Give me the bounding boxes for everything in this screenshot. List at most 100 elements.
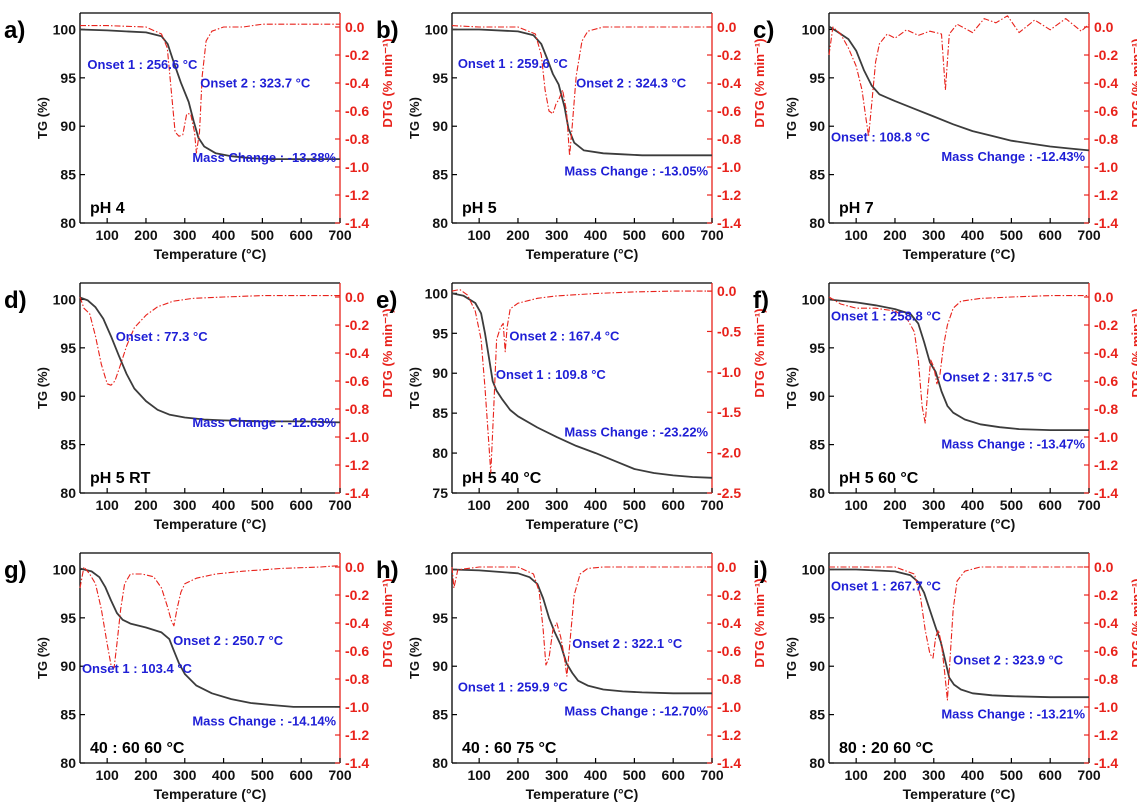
y2-tick-label: -0.4: [1094, 75, 1118, 91]
y2-axis-title: DTG (% min⁻¹): [752, 38, 767, 127]
panel-b: 100 200 300 400 500 600 700 80 85 90 95 100 0.0 -0.2 -…: [376, 12, 767, 262]
x-tick-label: 200: [134, 767, 158, 783]
y2-tick-label: -0.8: [345, 131, 369, 147]
annotation-label: Mass Change : -13.47%: [941, 436, 1085, 451]
annotation-label: Onset : 108.8 °C: [831, 130, 931, 145]
y2-tick-label: 0.0: [345, 19, 365, 35]
y-tick-label: 80: [432, 215, 448, 231]
y2-tick-label: -1.2: [1094, 727, 1118, 743]
y-tick-label: 95: [60, 70, 76, 86]
x-tick-label: 300: [922, 767, 946, 783]
y-tick-label: 80: [809, 485, 825, 501]
y2-tick-label: -1.2: [1094, 457, 1118, 473]
y-tick-label: 80: [809, 215, 825, 231]
y-tick-label: 80: [809, 755, 825, 771]
y2-tick-label: -1.0: [717, 159, 741, 175]
annotation-label: Mass Change : -14.14%: [192, 713, 336, 728]
y2-tick-label: 0.0: [717, 283, 737, 299]
y2-tick-label: -0.8: [345, 671, 369, 687]
x-tick-label: 700: [1077, 227, 1101, 243]
y-tick-label: 100: [802, 21, 826, 37]
annotation-label: Onset 1 : 256.6 °C: [87, 57, 198, 72]
annotation-label: Onset 2 : 322.1 °C: [572, 636, 683, 651]
panel-e: 100 200 300 400 500 600 700 75 80 85 90 95 100 0.0 -0.…: [376, 282, 767, 532]
y-tick-label: 90: [60, 658, 76, 674]
x-tick-label: 400: [584, 497, 608, 513]
panel-a: 100 200 300 400 500 600 700 80 85 90 95 100 0.0 -0.2 -…: [4, 12, 395, 262]
sample-label: pH 7: [839, 200, 874, 217]
x-tick-label: 500: [623, 767, 647, 783]
y2-tick-label: 0.0: [717, 559, 737, 575]
annotation-label: Mass Change : -12.63%: [192, 415, 336, 430]
x-tick-label: 500: [1000, 227, 1024, 243]
y-tick-label: 80: [60, 755, 76, 771]
annotation-label: Onset 2 : 317.5 °C: [942, 370, 1053, 385]
sample-label: 80 : 20 60 °C: [839, 740, 934, 757]
x-tick-label: 500: [251, 227, 275, 243]
x-tick-label: 400: [584, 227, 608, 243]
y2-tick-label: -0.4: [717, 615, 741, 631]
x-axis-title: Temperature (°C): [154, 246, 267, 262]
panel-h: 100 200 300 400 500 600 700 80 85 90 95 100 0.0 -0.2 -…: [376, 552, 767, 802]
annotation-label: Onset : 77.3 °C: [116, 329, 209, 344]
y-axis-title: TG (%): [784, 367, 799, 409]
y2-tick-label: -1.4: [1094, 215, 1118, 231]
tg-curve: [79, 567, 340, 708]
x-tick-label: 100: [844, 227, 868, 243]
y2-tick-label: -0.6: [345, 373, 369, 389]
y2-tick-label: -0.4: [717, 75, 741, 91]
y-tick-label: 85: [809, 437, 825, 453]
x-tick-label: 500: [623, 227, 647, 243]
y2-axis-title: DTG (% min⁻¹): [380, 308, 395, 397]
y2-tick-label: -0.2: [345, 47, 369, 63]
y-tick-label: 85: [432, 405, 448, 421]
y-axis-title: TG (%): [35, 367, 50, 409]
x-tick-label: 300: [922, 497, 946, 513]
x-tick-label: 500: [1000, 767, 1024, 783]
y2-tick-label: -0.4: [345, 75, 369, 91]
y-axis-title: TG (%): [407, 637, 422, 679]
dtg-curve: [451, 25, 712, 157]
panel-label: a): [4, 17, 25, 44]
tg-curve: [451, 568, 712, 695]
x-tick-label: 600: [662, 497, 686, 513]
y2-tick-label: -0.8: [717, 131, 741, 147]
y2-tick-label: -1.0: [1094, 159, 1118, 175]
y2-tick-label: -0.2: [345, 317, 369, 333]
y2-tick-label: -0.8: [1094, 671, 1118, 687]
y-tick-label: 90: [432, 118, 448, 134]
x-tick-label: 300: [545, 767, 569, 783]
x-tick-label: 700: [1077, 767, 1101, 783]
dtg-curve: [79, 295, 340, 386]
y-axis-title: TG (%): [35, 97, 50, 139]
x-tick-label: 600: [1039, 497, 1063, 513]
tg-curve: [79, 296, 341, 424]
x-tick-label: 600: [290, 497, 314, 513]
tg-curve: [79, 28, 340, 161]
y-tick-label: 85: [432, 167, 448, 183]
y2-tick-label: -1.4: [345, 485, 369, 501]
dtg-curve: [451, 288, 712, 474]
x-tick-label: 200: [506, 767, 530, 783]
y2-tick-label: 0.0: [345, 559, 365, 575]
x-tick-label: 300: [922, 227, 946, 243]
y-axis-title: TG (%): [35, 637, 50, 679]
panel-i: 100 200 300 400 500 600 700 80 85 90 95 100 0.0 -0.2 -…: [753, 552, 1137, 802]
x-tick-label: 700: [700, 497, 724, 513]
x-tick-label: 600: [662, 227, 686, 243]
y2-tick-label: -0.4: [1094, 345, 1118, 361]
y-tick-label: 90: [60, 118, 76, 134]
y-tick-label: 95: [432, 70, 448, 86]
panel-d: 100 200 300 400 500 600 700 80 85 90 95 100 0.0 -0.2 -…: [4, 282, 395, 532]
x-tick-label: 200: [506, 227, 530, 243]
x-tick-label: 100: [467, 497, 491, 513]
y2-tick-label: -1.4: [1094, 755, 1118, 771]
y2-tick-label: -0.2: [1094, 587, 1118, 603]
panel-label: e): [376, 287, 397, 314]
y2-tick-label: -1.0: [1094, 699, 1118, 715]
annotation-label: Onset 2 : 323.9 °C: [953, 652, 1064, 667]
y2-tick-label: -0.4: [1094, 615, 1118, 631]
annotation-label: Onset 2 : 250.7 °C: [173, 633, 284, 648]
panel-f: 100 200 300 400 500 600 700 80 85 90 95 100 0.0 -0.2 -…: [753, 282, 1137, 532]
